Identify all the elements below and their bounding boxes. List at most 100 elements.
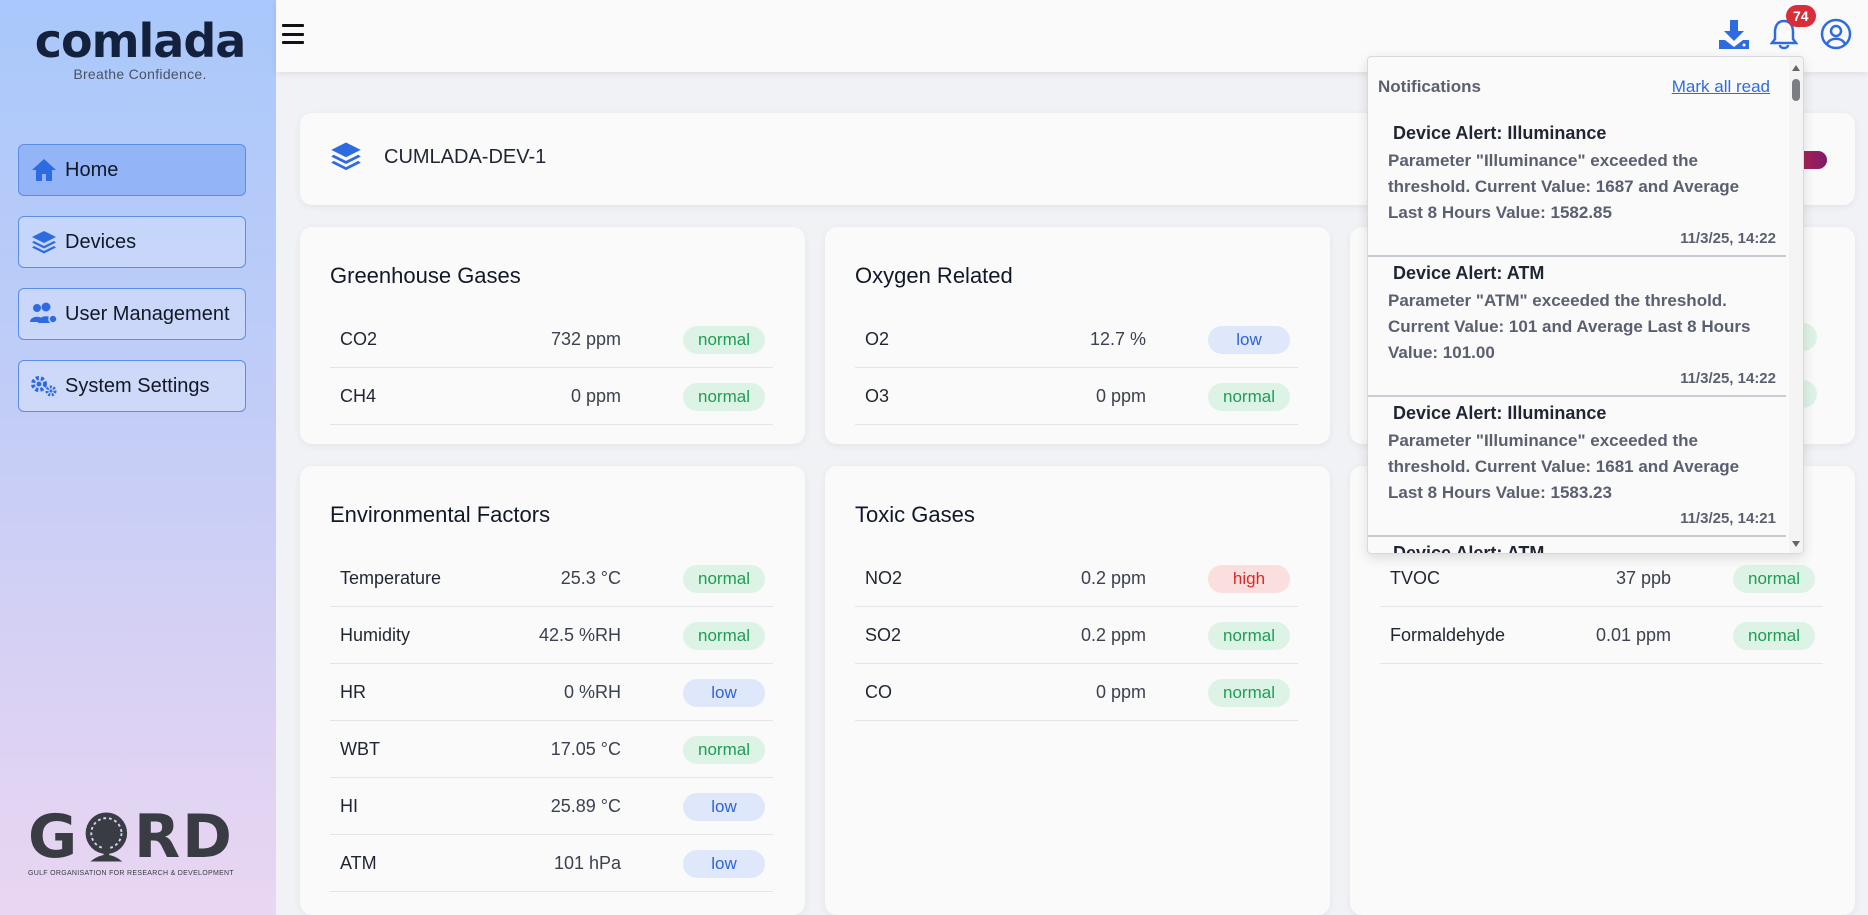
reading-row: TVOC 37 ppb normal (1380, 550, 1823, 607)
reading-name: CO2 (340, 329, 378, 349)
notifications-title: Notifications (1378, 77, 1481, 96)
gears-icon (29, 373, 59, 399)
notification-item[interactable]: Device Alert: Illuminance Parameter "Ill… (1368, 397, 1786, 537)
notification-time: 11/3/25, 14:21 (1680, 510, 1776, 527)
menu-icon[interactable] (282, 24, 304, 44)
gord-logo: G RD GULF ORGANISATION FOR RESEARCH & DE… (28, 806, 234, 877)
reading-row: HI 25.89 °C low (330, 778, 773, 835)
reading-name: O3 (865, 386, 890, 406)
notification-count-badge: 74 (1786, 5, 1816, 27)
notification-body: Parameter "Illuminance" exceeded the thr… (1388, 431, 1740, 502)
reading-row: WBT 17.05 °C normal (330, 721, 773, 778)
reading-value: 0 ppm (1095, 682, 1146, 702)
layers-icon (29, 229, 59, 255)
sidebar-item-home[interactable]: Home (18, 144, 246, 196)
profile-icon[interactable] (1818, 16, 1854, 52)
reading-name: O2 (865, 329, 890, 349)
status-badge: normal (683, 383, 765, 411)
reading-name: Formaldehyde (1390, 625, 1506, 645)
status-badge: low (683, 850, 765, 878)
reading-value: 0.2 ppm (1080, 625, 1146, 645)
sidebar-nav: Home Devices User Management System Sett… (18, 144, 246, 432)
reading-row: Humidity 42.5 %RH normal (330, 607, 773, 664)
sidebar-item-label: System Settings (65, 374, 210, 397)
notification-body: Parameter "Illuminance" exceeded the thr… (1388, 151, 1740, 222)
card-toxic-gases: Toxic Gases NO2 0.2 ppm high SO2 0.2 ppm nor… (825, 466, 1330, 915)
reading-value: 101 hPa (553, 853, 621, 873)
notifications-list: Device Alert: Illuminance Parameter "Ill… (1368, 117, 1786, 553)
reading-list: TVOC 37 ppb normal Formaldehyde 0.01 ppm nor… (1380, 550, 1823, 664)
brand-wordmark: comlada (34, 14, 247, 68)
reading-value: 0 ppm (570, 386, 621, 406)
notification-title: Device Alert: Illuminance (1393, 123, 1607, 143)
sidebar-item-devices[interactable]: Devices (18, 216, 246, 268)
reading-value: 732 ppm (550, 329, 621, 349)
reading-name: Humidity (340, 625, 411, 645)
sidebar-item-user-management[interactable]: User Management (18, 288, 246, 340)
notifications-scrollbar[interactable] (1789, 57, 1803, 553)
reading-value: 0.01 ppm (1595, 625, 1671, 645)
reading-row: O2 12.7 % low (855, 311, 1298, 368)
layers-icon (330, 140, 362, 177)
reading-row: ATM 101 hPa low (330, 835, 773, 892)
notification-title: Device Alert: ATM (1393, 263, 1545, 283)
users-icon (29, 301, 59, 327)
download-icon[interactable] (1716, 16, 1752, 52)
notifications-header: Notifications Mark all read (1378, 77, 1778, 97)
status-badge: normal (683, 565, 765, 593)
tree-icon (85, 812, 128, 862)
brand-tagline: Breathe Confidence. (73, 66, 207, 82)
reading-value: 0.2 ppm (1080, 568, 1146, 588)
gord-subtitle: GULF ORGANISATION FOR RESEARCH & DEVELOP… (28, 870, 234, 877)
scroll-up-icon[interactable] (1792, 65, 1800, 71)
reading-name: HR (340, 682, 366, 702)
reading-list: CO2 732 ppm normal CH4 0 ppm normal (330, 311, 773, 425)
sidebar-item-label: Devices (65, 230, 137, 253)
reading-name: HI (340, 796, 358, 816)
reading-name: ATM (340, 853, 377, 873)
sidebar-item-label: Home (65, 158, 119, 181)
card-oxygen-related: Oxygen Related O2 12.7 % low O3 0 ppm normal (825, 227, 1330, 444)
reading-row: SO2 0.2 ppm normal (855, 607, 1298, 664)
reading-row: CO 0 ppm normal (855, 664, 1298, 721)
card-title: Oxygen Related (855, 263, 1013, 288)
device-name: CUMLADA-DEV-1 (384, 146, 547, 168)
reading-row: O3 0 ppm normal (855, 368, 1298, 425)
notification-item[interactable]: Device Alert: ATM (1368, 537, 1786, 553)
reading-value: 17.05 °C (550, 739, 621, 759)
reading-list: NO2 0.2 ppm high SO2 0.2 ppm normal CO 0 ppm n… (855, 550, 1298, 721)
scroll-down-icon[interactable] (1792, 541, 1800, 547)
reading-row: CO2 732 ppm normal (330, 311, 773, 368)
reading-value: 0 %RH (563, 682, 621, 702)
reading-row: NO2 0.2 ppm high (855, 550, 1298, 607)
status-badge: high (1208, 565, 1290, 593)
reading-name: CO (865, 682, 892, 702)
status-badge: low (1208, 326, 1290, 354)
reading-row: Formaldehyde 0.01 ppm normal (1380, 607, 1823, 664)
notification-item[interactable]: Device Alert: Illuminance Parameter "Ill… (1368, 117, 1786, 257)
brand-logo[interactable]: comlada Breathe Confidence. (25, 16, 255, 82)
status-badge: normal (1733, 565, 1815, 593)
card-title: Toxic Gases (855, 502, 975, 527)
reading-name: CH4 (340, 386, 377, 406)
reading-row: CH4 0 ppm normal (330, 368, 773, 425)
scroll-thumb[interactable] (1792, 79, 1800, 101)
reading-name: SO2 (865, 625, 902, 645)
reading-list: Temperature 25.3 °C normal Humidity 42.5 %R… (330, 550, 773, 892)
card-greenhouse-gases: Greenhouse Gases CO2 732 ppm normal CH4 0 p… (300, 227, 805, 444)
notification-body: Parameter "ATM" exceeded the threshold. … (1388, 291, 1751, 362)
mark-all-read-link[interactable]: Mark all read (1671, 77, 1770, 96)
notification-time: 11/3/25, 14:22 (1680, 230, 1776, 247)
reading-value: 37 ppb (1615, 568, 1671, 588)
home-icon (29, 157, 59, 183)
notifications-panel[interactable]: Notifications Mark all read Device Alert… (1367, 56, 1804, 554)
reading-name: Temperature (340, 568, 442, 588)
sidebar-item-label: User Management (65, 302, 230, 325)
sidebar: comlada Breathe Confidence. Home Devices… (0, 0, 276, 915)
reading-list: O2 12.7 % low O3 0 ppm normal (855, 311, 1298, 425)
reading-value: 25.3 °C (560, 568, 621, 588)
sidebar-item-system-settings[interactable]: System Settings (18, 360, 246, 412)
status-badge: low (683, 793, 765, 821)
notification-item[interactable]: Device Alert: ATM Parameter "ATM" exceed… (1368, 257, 1786, 397)
status-badge: low (683, 679, 765, 707)
